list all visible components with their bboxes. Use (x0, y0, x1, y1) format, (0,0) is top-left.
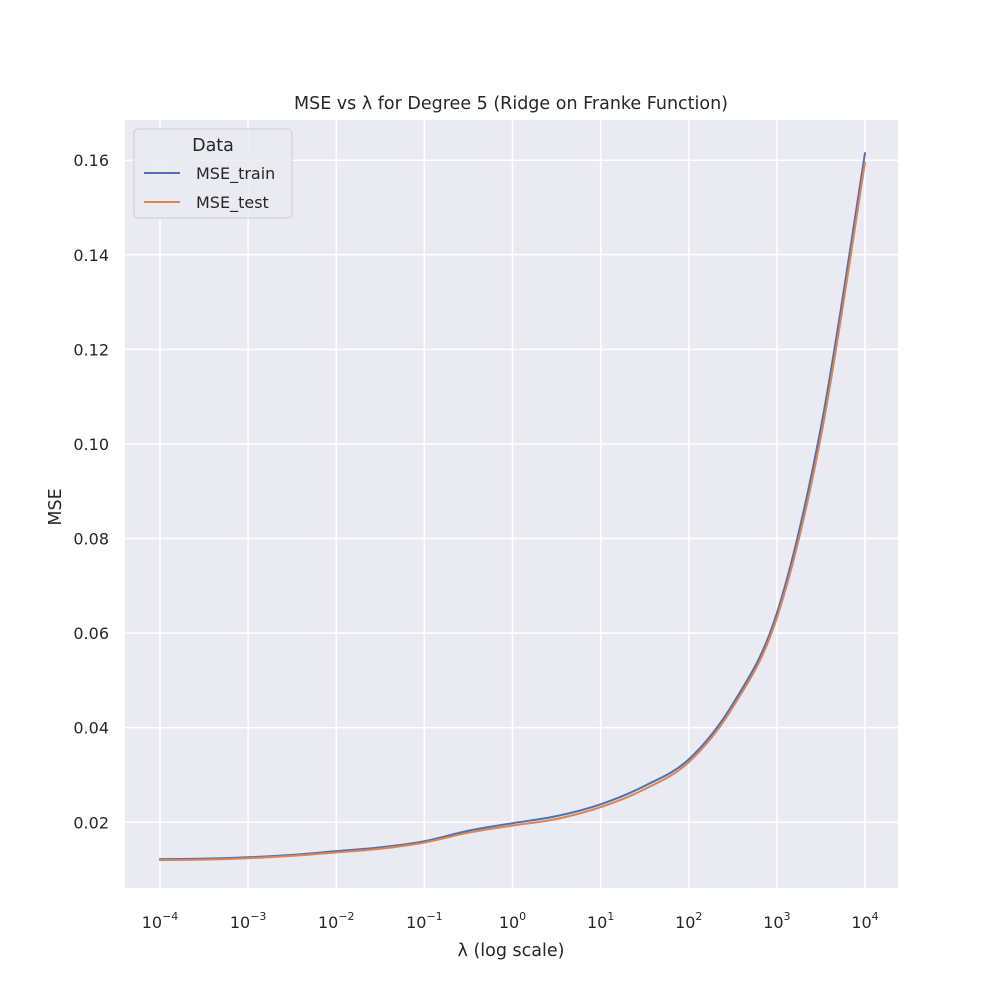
x-tick-base: 10 (587, 913, 607, 932)
x-tick-exponent: −4 (162, 910, 178, 923)
x-tick-exponent: 3 (784, 910, 791, 923)
x-tick-label: 104 (851, 910, 878, 932)
x-tick-base: 10 (142, 913, 162, 932)
y-tick-label: 0.08 (73, 530, 109, 549)
x-tick-label: 10−2 (318, 910, 355, 932)
legend-label-mse-train: MSE_train (196, 164, 275, 184)
x-tick-label: 10−3 (230, 910, 267, 932)
legend-box (133, 128, 293, 219)
x-tick-label: 100 (499, 910, 526, 932)
x-tick-base: 10 (499, 913, 519, 932)
x-tick-exponent: 2 (695, 910, 702, 923)
y-axis-label: MSE (46, 488, 66, 525)
x-tick-label: 101 (587, 910, 614, 932)
x-tick-base: 10 (406, 913, 426, 932)
x-tick-exponent: 0 (519, 910, 526, 923)
x-tick-label: 10−1 (406, 910, 443, 932)
legend: Data MSE_train MSE_test (133, 128, 293, 219)
plot-area (125, 120, 898, 888)
legend-title: Data (192, 136, 234, 156)
x-tick-base: 10 (763, 913, 783, 932)
x-tick-exponent: −2 (338, 910, 354, 923)
y-tick-label: 0.02 (73, 813, 109, 832)
x-tick-exponent: −3 (250, 910, 266, 923)
x-tick-base: 10 (230, 913, 250, 932)
x-tick-label: 102 (675, 910, 702, 932)
y-tick-label: 0.04 (73, 719, 109, 738)
series-lines (159, 152, 866, 862)
legend-label-mse-test: MSE_test (196, 193, 269, 213)
x-axis-label: λ (log scale) (458, 941, 565, 961)
x-tick-labels: 10−4 10−3 10−2 10−1 100 101 102 103 104 (142, 910, 879, 932)
y-tick-labels: 0.02 0.04 0.06 0.08 0.10 0.12 0.14 0.16 (73, 151, 109, 832)
x-tick-label: 103 (763, 910, 790, 932)
x-tick-base: 10 (675, 913, 695, 932)
chart-title: MSE vs λ for Degree 5 (Ridge on Franke F… (294, 94, 728, 114)
y-tick-label: 0.16 (73, 151, 109, 170)
x-tick-base: 10 (851, 913, 871, 932)
x-tick-base: 10 (318, 913, 338, 932)
grid (125, 120, 898, 888)
y-tick-label: 0.06 (73, 624, 109, 643)
x-tick-exponent: −1 (426, 910, 442, 923)
y-tick-label: 0.12 (73, 340, 109, 359)
x-tick-label: 10−4 (142, 910, 179, 932)
x-tick-exponent: 1 (607, 910, 614, 923)
y-tick-label: 0.10 (73, 435, 109, 454)
y-tick-label: 0.14 (73, 246, 109, 265)
series-line-mse-test (159, 161, 866, 862)
x-tick-exponent: 4 (872, 910, 879, 923)
